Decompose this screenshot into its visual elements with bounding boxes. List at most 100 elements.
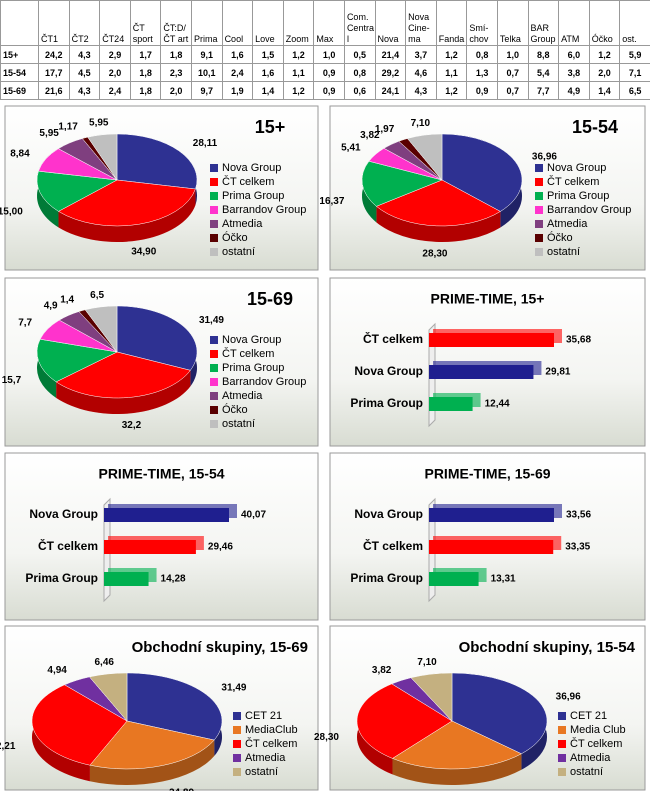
chart-title: Obchodní skupiny, 15-54 <box>459 639 636 656</box>
legend-swatch <box>558 726 566 734</box>
value-label: 31,49 <box>199 315 224 326</box>
legend-swatch <box>535 164 543 172</box>
pie-slice <box>84 305 118 353</box>
value-label: 1,4 <box>60 294 74 305</box>
value-label: 1,97 <box>375 124 395 135</box>
bar <box>429 365 534 379</box>
legend-label: ostatní <box>222 418 255 430</box>
legend-swatch <box>535 206 543 214</box>
value-label: 29,46 <box>208 542 233 553</box>
legend-label: ostatní <box>547 246 580 258</box>
header-cell: Love <box>252 0 284 46</box>
pie-slice <box>356 683 453 759</box>
legend-swatch <box>535 192 543 200</box>
bar <box>429 397 473 411</box>
table-cell: 2,9 <box>99 45 131 64</box>
legend-swatch <box>210 234 218 242</box>
legend-swatch <box>210 178 218 186</box>
value-label: 8,84 <box>10 148 30 159</box>
row-header: 15-69 <box>0 81 39 100</box>
chart-title: 15-54 <box>572 117 618 137</box>
table-cell: 1,8 <box>160 45 192 64</box>
value-label: 36,96 <box>532 152 557 163</box>
value-label: 12,44 <box>485 399 510 410</box>
legend-swatch <box>210 248 218 256</box>
table-cell: 1,8 <box>129 81 162 100</box>
legend-label: ČT celkem <box>570 737 622 750</box>
value-label: 28,30 <box>314 732 339 743</box>
legend-swatch <box>233 754 241 762</box>
legend-label: Atmedia <box>245 752 286 764</box>
value-label: 16,37 <box>319 196 344 207</box>
legend-swatch <box>535 234 543 242</box>
legend-swatch <box>233 726 241 734</box>
legend-swatch <box>210 392 218 400</box>
legend-label: Atmedia <box>547 218 588 230</box>
pie-side-shade <box>58 188 196 243</box>
pie-side-shade <box>36 339 57 398</box>
table-cell: 0,9 <box>313 81 345 100</box>
header-cell: Cool <box>221 0 254 46</box>
value-label: 32,21 <box>0 741 16 752</box>
value-label: 34,90 <box>131 246 156 257</box>
chart-title: Obchodní skupiny, 15-69 <box>132 639 308 656</box>
legend-swatch <box>233 740 241 748</box>
legend-swatch <box>558 740 566 748</box>
pie-side <box>56 370 191 414</box>
value-label: 7,10 <box>411 118 431 129</box>
chart-title: PRIME-TIME, 15+ <box>431 291 545 307</box>
pie-slice <box>89 720 215 770</box>
chart-title: 15+ <box>255 117 286 137</box>
legend-label: Nova Group <box>222 162 281 174</box>
value-label: 6,5 <box>90 290 104 301</box>
pie-side-shade <box>56 370 191 414</box>
bar <box>104 572 149 586</box>
value-label: 15,7 <box>2 375 22 386</box>
pie-slice <box>87 133 118 181</box>
value-label: 28,11 <box>193 138 218 149</box>
value-label: 3,82 <box>372 665 392 676</box>
pie-side <box>89 740 215 786</box>
bar <box>104 508 229 522</box>
value-label: 15,00 <box>0 207 23 218</box>
pie-slice <box>36 170 118 212</box>
legend-label: Atmedia <box>222 390 263 402</box>
pie-side-shade <box>376 206 501 242</box>
pie-slice <box>89 672 128 722</box>
pie-slice <box>116 305 198 371</box>
category-label: Prima Group <box>350 571 423 585</box>
legend-swatch <box>210 220 218 228</box>
legend-swatch <box>210 406 218 414</box>
value-label: 4,9 <box>44 301 58 312</box>
legend-label: ostatní <box>570 766 603 778</box>
legend-swatch <box>558 712 566 720</box>
value-label: 36,96 <box>556 692 581 703</box>
pie-slice <box>36 338 118 383</box>
pie-slice <box>391 720 522 770</box>
table-cell: 9,7 <box>190 81 223 100</box>
legend-label: ČT celkem <box>245 737 297 750</box>
table-cell: 1,9 <box>221 81 254 100</box>
pie-slice <box>57 179 196 227</box>
header-cell: Prima <box>190 0 223 46</box>
pie-slice <box>410 672 453 722</box>
header-cell: Zoom <box>282 0 315 46</box>
value-label: 6,46 <box>94 657 114 668</box>
header-cell: Nova Cine-ma <box>405 0 437 46</box>
value-label: 33,56 <box>566 510 591 521</box>
value-label: 3,82 <box>360 130 380 141</box>
pie-slice <box>361 160 443 207</box>
legend-label: Óčko <box>547 231 573 244</box>
legend-swatch <box>210 206 218 214</box>
category-label: Nova Group <box>354 507 423 521</box>
header-cell: ČT sport <box>129 0 162 46</box>
legend-label: Nova Group <box>222 334 281 346</box>
legend-label: MediaClub <box>245 724 298 736</box>
legend-swatch <box>210 420 218 428</box>
bar <box>429 540 554 554</box>
table-cell: 2,4 <box>99 81 131 100</box>
pie-side-shade <box>36 171 59 228</box>
legend-label: Óčko <box>222 403 248 416</box>
pie-side <box>58 188 196 243</box>
category-label: ČT celkem <box>363 331 423 346</box>
